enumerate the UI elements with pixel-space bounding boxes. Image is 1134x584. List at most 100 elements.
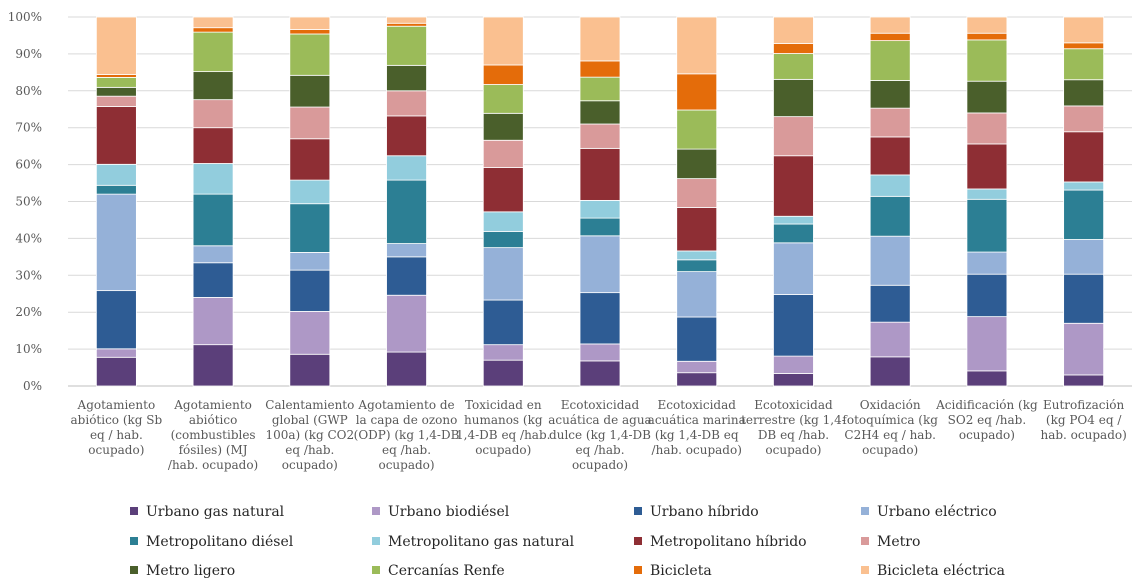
x-category-label-line: ocupado): [572, 458, 628, 472]
bar-segment: [192, 31, 234, 73]
bar-segment: [482, 230, 524, 249]
bar-segment: [676, 316, 718, 362]
x-axis-category-labels: Agotamiento abiótico (kg Sb eq / hab. ocupa…: [71, 398, 1127, 472]
x-category-label-line: (kg PO4 eq /: [1046, 413, 1122, 427]
bar-segment: [966, 198, 1008, 253]
bar-segment: [1063, 239, 1105, 275]
bar-segment: [869, 174, 911, 197]
bar-segment: [192, 297, 234, 346]
x-category-label-line: 1,4-DB eq /hab.: [456, 428, 550, 442]
bar-segment: [966, 143, 1008, 190]
bar-stack: [1063, 16, 1105, 387]
bar-segment: [192, 27, 234, 33]
bar-segment: [869, 80, 911, 109]
bar-segment: [676, 360, 718, 374]
bar-segment: [289, 203, 331, 253]
bar-segment: [579, 123, 621, 149]
bar-segment: [192, 163, 234, 195]
x-category-label-line: abiótico: [189, 413, 238, 427]
bar-segment: [676, 207, 718, 252]
legend-swatch: [861, 566, 869, 574]
bar-segment: [676, 178, 718, 208]
y-tick-label: 10%: [15, 342, 42, 356]
x-category-label: Ecotoxicidad acuática de agua dulce (kg 1,…: [548, 398, 651, 472]
bar-segment: [386, 256, 427, 296]
legend-swatch: [861, 537, 869, 545]
legend-swatch: [372, 507, 380, 515]
bar-segment: [869, 40, 911, 81]
x-category-label-line: abiótico (kg Sb: [71, 413, 163, 427]
x-category-label: Ecotoxicidad terrestre (kg 1,4-DB eq /hab…: [741, 398, 846, 457]
y-tick-label: 100%: [8, 10, 42, 24]
x-category-label: Oxidación fotoquímica (kg C2H4 eq / hab. oc…: [842, 398, 938, 457]
legend-label: Metropolitano híbrido: [650, 534, 807, 550]
bar-segment: [95, 356, 137, 387]
bar-segment: [1063, 273, 1105, 324]
x-category-label-line: (ODP) (kg 1,4-DB: [354, 428, 460, 442]
legend-swatch: [861, 507, 869, 515]
y-tick-label: 40%: [15, 231, 42, 245]
bar-segment: [676, 271, 718, 318]
bar-segment: [869, 107, 911, 138]
legend-item: Urbano biodiésel: [372, 504, 510, 520]
bar-segment: [482, 139, 524, 168]
bar-segment: [966, 112, 1008, 145]
bar-segment: [289, 252, 331, 271]
x-category-label-line: eq / hab.: [90, 428, 143, 442]
bar-segment: [289, 106, 331, 140]
bar-segment: [773, 43, 814, 54]
legend-item: Bicicleta eléctrica: [861, 563, 1005, 579]
bar-stack: [192, 16, 234, 387]
legend-swatch: [130, 566, 138, 574]
legend-item: Urbano gas natural: [130, 504, 285, 520]
bar-segment: [1063, 48, 1105, 81]
bar-segment: [95, 86, 137, 97]
x-category-label-line: Acidificación (kg: [935, 398, 1038, 412]
bar-segment: [289, 138, 331, 181]
bar-segment: [386, 22, 427, 27]
bar-segment: [579, 100, 621, 125]
bar-segment: [482, 64, 524, 85]
bar-segment: [95, 193, 137, 292]
x-category-label-line: fotoquímica (kg: [842, 413, 938, 427]
bar-segment: [579, 292, 621, 345]
bar-segment: [95, 184, 137, 195]
bar-segment: [482, 344, 524, 361]
bar-segment: [869, 195, 911, 237]
bar-segment: [386, 115, 427, 157]
bar-stack: [386, 16, 427, 387]
bar-segment: [579, 217, 621, 237]
y-tick-label: 20%: [15, 305, 42, 319]
bar-segment: [95, 95, 137, 107]
x-category-label-line: Ecotoxicidad: [658, 398, 737, 412]
bar-stack: [676, 16, 718, 387]
x-category-label: Toxicidad en humanos (kg 1,4-DB eq /hab. oc…: [456, 398, 550, 457]
bar-segment: [482, 84, 524, 114]
x-category-label-line: Agotamiento: [77, 398, 156, 412]
legend-label: Metropolitano gas natural: [388, 534, 575, 550]
legend-swatch: [130, 537, 138, 545]
bar-segment: [289, 179, 331, 205]
y-tick-label: 70%: [15, 121, 42, 135]
x-category-label-line: ocupado): [475, 443, 531, 457]
bar-segment: [482, 211, 524, 232]
x-category-label-line: ocupado): [862, 443, 918, 457]
bar-segment: [192, 127, 234, 164]
y-tick-label: 90%: [15, 47, 42, 61]
bar-segment: [289, 74, 331, 108]
bar-segment: [579, 60, 621, 78]
bar-segment: [869, 16, 911, 34]
legend-label: Metropolitano diésel: [146, 534, 294, 550]
bar-segment: [676, 109, 718, 150]
bar-segment: [192, 262, 234, 298]
bar-segment: [1063, 189, 1105, 240]
legend: Urbano gas natural Urbano biodiésel Urbano…: [130, 504, 1005, 579]
y-axis-ticks: 0% 10% 20% 30% 40% 50% 60% 70% 80% 90% 100%: [8, 10, 42, 393]
bar-segment: [773, 53, 814, 80]
x-category-label: Agotamiento abiótico (kg Sb eq / hab. ocupa…: [71, 398, 163, 457]
x-category-label-line: hab. ocupado): [1040, 428, 1126, 442]
bar-segment: [869, 356, 911, 387]
bar-segment: [676, 148, 718, 180]
bar-segment: [482, 16, 524, 66]
x-category-label: Ecotoxicidad acuática marina (kg 1,4-DB eq…: [648, 398, 746, 457]
